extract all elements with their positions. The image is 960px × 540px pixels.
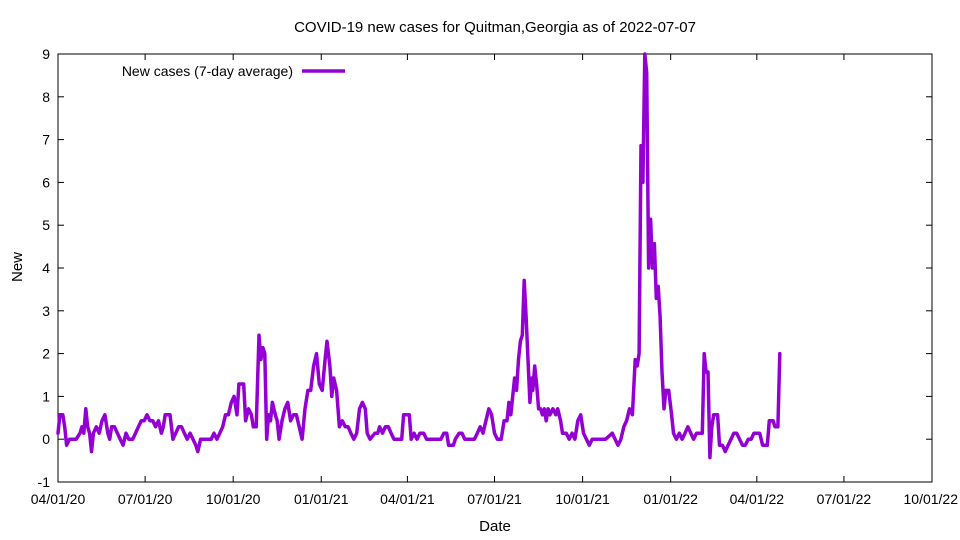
- x-tick-label: 07/01/22: [817, 491, 872, 507]
- x-tick-label: 10/01/20: [206, 491, 261, 507]
- x-axis-title: Date: [479, 518, 511, 535]
- series-line-new-cases: [56, 52, 782, 460]
- y-tick-label: 1: [42, 388, 50, 404]
- legend-label: New cases (7-day average): [122, 63, 293, 79]
- x-tick-label: 01/01/21: [294, 491, 349, 507]
- y-tick-label: 2: [42, 346, 50, 362]
- x-tick-label: 07/01/20: [118, 491, 173, 507]
- y-axis-title: New: [9, 252, 26, 282]
- y-tick-label: 5: [42, 217, 50, 233]
- chart-title: COVID-19 new cases for Quitman,Georgia a…: [294, 19, 696, 36]
- x-tick-label: 04/01/21: [380, 491, 435, 507]
- x-tick-label: 10/01/21: [555, 491, 610, 507]
- x-tick-label: 04/01/22: [730, 491, 785, 507]
- y-tick-label: 9: [42, 46, 50, 62]
- legend: New cases (7-day average): [122, 63, 345, 79]
- y-tick-label: 3: [42, 303, 50, 319]
- y-tick-label: -1: [38, 474, 51, 490]
- y-tick-label: 7: [42, 132, 50, 148]
- x-tick-label: 04/01/20: [31, 491, 86, 507]
- y-tick-label: 4: [42, 260, 50, 276]
- x-tick-label: 10/01/22: [904, 491, 959, 507]
- y-axis: -1 0 1 2 3 4 5 6 7 8 9: [38, 46, 932, 490]
- x-tick-label: 01/01/22: [643, 491, 698, 507]
- y-tick-label: 0: [42, 431, 50, 447]
- y-tick-label: 6: [42, 174, 50, 190]
- plot-area: -1 0 1 2 3 4 5 6 7 8 9 04/01/20 07/01/20 10/01/20 01/…: [31, 46, 958, 507]
- x-axis: 04/01/20 07/01/20 10/01/20 01/01/21 04/01/21…: [31, 54, 958, 507]
- x-tick-label: 07/01/21: [467, 491, 522, 507]
- y-tick-label: 8: [42, 89, 50, 105]
